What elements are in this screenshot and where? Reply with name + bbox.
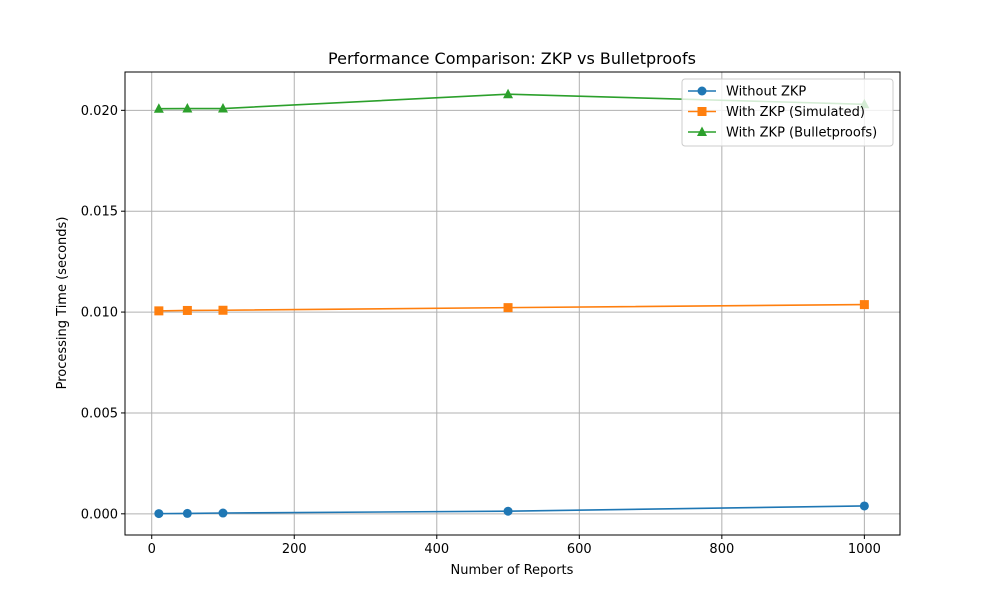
data-point bbox=[218, 508, 228, 518]
x-tick-label: 400 bbox=[424, 542, 449, 557]
data-point bbox=[154, 509, 164, 519]
y-tick-label: 0.000 bbox=[81, 507, 118, 522]
legend-frame bbox=[681, 78, 894, 147]
legend-marker bbox=[697, 86, 707, 96]
series-layer bbox=[153, 88, 870, 519]
legend-marker bbox=[697, 107, 707, 116]
data-point bbox=[182, 103, 193, 113]
chart-title: Performance Comparison: ZKP vs Bulletpro… bbox=[328, 49, 696, 68]
x-axis-label: Number of Reports bbox=[451, 563, 574, 578]
y-tick-label: 0.015 bbox=[81, 205, 118, 220]
plot-area bbox=[124, 71, 901, 536]
data-point bbox=[218, 305, 228, 315]
data-point bbox=[503, 506, 513, 516]
legend: Without ZKP With ZKP (Simulated) With ZKP … bbox=[681, 78, 894, 147]
data-point bbox=[859, 501, 869, 511]
x-axis: 0 200 400 600 800 1000 bbox=[148, 535, 881, 557]
data-point bbox=[154, 306, 164, 316]
x-tick-label: 0 bbox=[148, 542, 156, 557]
series-2 bbox=[154, 300, 869, 316]
legend-label: With ZKP (Simulated) bbox=[726, 105, 865, 120]
data-point bbox=[503, 88, 514, 99]
y-axis: 0.000 0.005 0.010 0.015 0.020 bbox=[81, 104, 125, 522]
data-point bbox=[859, 300, 869, 310]
series-1 bbox=[154, 501, 869, 519]
data-point bbox=[217, 103, 228, 113]
y-tick-label: 0.010 bbox=[81, 306, 118, 321]
legend-label: Without ZKP bbox=[726, 85, 806, 100]
y-tick-label: 0.020 bbox=[81, 104, 118, 119]
x-tick-label: 600 bbox=[567, 542, 592, 557]
x-tick-label: 1000 bbox=[848, 542, 881, 557]
data-point bbox=[182, 508, 192, 518]
legend-marker bbox=[697, 126, 707, 136]
data-point bbox=[503, 303, 513, 313]
data-point bbox=[182, 305, 192, 315]
x-tick-label: 200 bbox=[282, 542, 307, 557]
legend-item: With ZKP (Simulated) bbox=[688, 105, 865, 120]
legend-item: Without ZKP bbox=[688, 85, 806, 100]
legend-item: With ZKP (Bulletproofs) bbox=[688, 126, 877, 141]
y-axis-label: Processing Time (seconds) bbox=[55, 217, 70, 390]
data-point bbox=[153, 103, 164, 113]
x-tick-label: 800 bbox=[709, 542, 734, 557]
y-tick-label: 0.005 bbox=[81, 406, 118, 421]
legend-label: With ZKP (Bulletproofs) bbox=[726, 126, 877, 141]
